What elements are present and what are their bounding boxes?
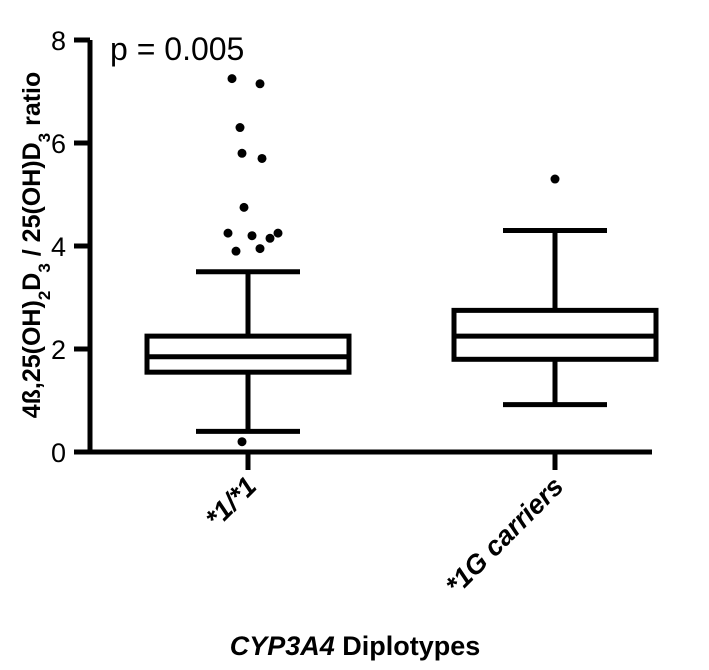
outlier-point <box>265 233 275 243</box>
y-axis-label: 4ß,25(OH)2D3 / 25(OH)D3 ratio <box>18 72 54 419</box>
x-axis-ticks: *1/*1 *1G carriers <box>200 452 569 601</box>
ylabel-part-1: 4ß,25(OH) <box>18 300 46 418</box>
box-group <box>144 74 352 447</box>
y-tick-label: 4 <box>51 232 66 262</box>
ylabel-part-2: D <box>18 273 46 291</box>
outlier-point <box>227 74 237 84</box>
xlabel-gene: CYP3A4 <box>230 631 335 661</box>
y-tick-label: 0 <box>51 438 66 468</box>
box-group <box>451 174 659 408</box>
ylabel-sub-1: 2 <box>35 291 54 300</box>
outlier-point <box>235 123 245 133</box>
y-tick-label: 8 <box>51 26 66 56</box>
y-tick-label: 6 <box>51 129 66 159</box>
y-axis-ticks: 0 2 4 6 8 <box>51 26 90 468</box>
box-series <box>144 74 659 447</box>
ylabel-sub-3: 3 <box>35 133 54 142</box>
outlier-point <box>223 228 233 238</box>
outlier-point <box>255 79 265 89</box>
ylabel-sub-2: 3 <box>35 263 54 272</box>
xlabel-rest: Diplotypes <box>335 631 481 661</box>
ylabel-part-4: ratio <box>18 72 46 133</box>
outlier-point <box>237 437 247 447</box>
outlier-point <box>239 202 249 212</box>
iqr-box <box>144 333 352 375</box>
p-value-annotation: p = 0.005 <box>110 31 244 67</box>
x-axis-label: CYP3A4 Diplotypes <box>230 631 481 661</box>
x-tick-label: *1G carriers <box>440 471 569 600</box>
ylabel-part-3: / 25(OH)D <box>18 142 46 263</box>
x-tick-label: *1/*1 <box>200 471 263 534</box>
outlier-point <box>237 148 247 158</box>
outlier-point <box>255 244 265 254</box>
outlier-point <box>247 231 257 241</box>
outlier-point <box>273 228 283 238</box>
y-tick-label: 2 <box>51 335 66 365</box>
y-axis-title: 4ß,25(OH)2D3 / 25(OH)D3 ratio <box>18 72 54 419</box>
outlier-point <box>231 246 241 256</box>
outlier-point <box>550 174 560 184</box>
outlier-point <box>257 153 267 163</box>
